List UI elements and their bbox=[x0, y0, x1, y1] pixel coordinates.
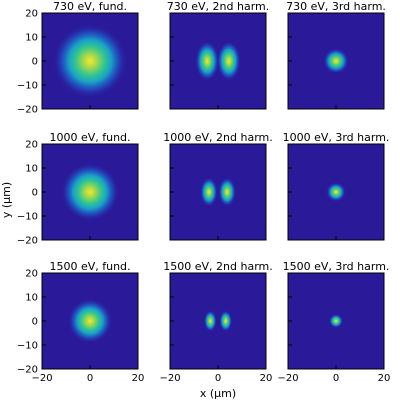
y-axis-label: y (μm) bbox=[0, 182, 13, 218]
y-tick-label: 20 bbox=[25, 140, 38, 151]
x-tick-label: 20 bbox=[260, 373, 273, 384]
x-tick-label: −20 bbox=[277, 373, 298, 384]
y-tick-label: −20 bbox=[17, 365, 38, 376]
y-tick-label: 0 bbox=[32, 188, 38, 199]
y-tick-label: −10 bbox=[17, 212, 38, 223]
panel-title: 730 eV, fund. bbox=[53, 0, 127, 13]
beam-lobe bbox=[203, 310, 217, 332]
x-tick-label: 0 bbox=[215, 373, 221, 384]
panel-title: 730 eV, 2nd harm. bbox=[167, 0, 269, 13]
y-tick-label: −10 bbox=[17, 341, 38, 352]
x-axis-label: x (μm) bbox=[200, 387, 236, 400]
y-tick-label: −10 bbox=[17, 81, 38, 92]
y-tick-label: 20 bbox=[25, 269, 38, 280]
y-tick-label: 20 bbox=[25, 9, 38, 20]
panel: 1000 eV, 2nd harm. bbox=[163, 131, 273, 241]
beam-lobe bbox=[219, 310, 233, 332]
beam-spot bbox=[329, 314, 343, 328]
panel: 730 eV, 2nd harm. bbox=[167, 0, 269, 110]
beam-spot bbox=[326, 182, 346, 202]
x-tick-label: 0 bbox=[333, 373, 339, 384]
panel-title: 1000 eV, fund. bbox=[49, 131, 130, 144]
panel-title: 730 eV, 3rd harm. bbox=[286, 0, 386, 13]
panel: 1500 eV, 3rd harm. −20 0 20 bbox=[277, 260, 390, 384]
panel: 1000 eV, fund. 20 10 0 −10 −20 bbox=[17, 131, 139, 247]
beam-spot bbox=[323, 48, 349, 74]
panel-title: 1000 eV, 3rd harm. bbox=[283, 131, 390, 144]
beam-lobe bbox=[216, 41, 241, 81]
y-tick-label: 10 bbox=[25, 164, 38, 175]
x-tick-label: 20 bbox=[132, 373, 145, 384]
beam-spot bbox=[60, 162, 120, 222]
x-tick-label: 20 bbox=[378, 373, 391, 384]
y-tick-label: 10 bbox=[25, 33, 38, 44]
x-tick-label: −20 bbox=[31, 373, 52, 384]
beam-lobe bbox=[195, 41, 220, 81]
panel: 1500 eV, 2nd harm. −20 0 20 bbox=[159, 260, 272, 384]
y-tick-label: −20 bbox=[17, 236, 38, 247]
panel: 1000 eV, 3rd harm. bbox=[283, 131, 390, 241]
y-tick-label: 0 bbox=[32, 57, 38, 68]
panel: 730 eV, fund. 20 10 0 −10 −20 bbox=[17, 0, 139, 116]
panel-title: 1500 eV, 3rd harm. bbox=[283, 260, 390, 273]
panel-background bbox=[170, 273, 266, 369]
x-tick-label: 0 bbox=[87, 373, 93, 384]
y-tick-label: 10 bbox=[25, 293, 38, 304]
y-tick-label: 0 bbox=[32, 317, 38, 328]
beam-lobe bbox=[218, 177, 236, 207]
panel-title: 1000 eV, 2nd harm. bbox=[163, 131, 272, 144]
panel-title: 1500 eV, fund. bbox=[49, 260, 130, 273]
beam-spot bbox=[67, 298, 113, 344]
panel-title: 1500 eV, 2nd harm. bbox=[163, 260, 272, 273]
panel: 1500 eV, fund. 20 10 0 −10 −20−20 0 20 bbox=[17, 260, 144, 384]
beam-lobe bbox=[200, 177, 218, 207]
y-tick-label: −20 bbox=[17, 105, 38, 116]
panel: 730 eV, 3rd harm. bbox=[286, 0, 386, 110]
x-tick-label: −20 bbox=[159, 373, 180, 384]
beam-spot bbox=[53, 24, 127, 98]
panel-background bbox=[170, 144, 266, 240]
